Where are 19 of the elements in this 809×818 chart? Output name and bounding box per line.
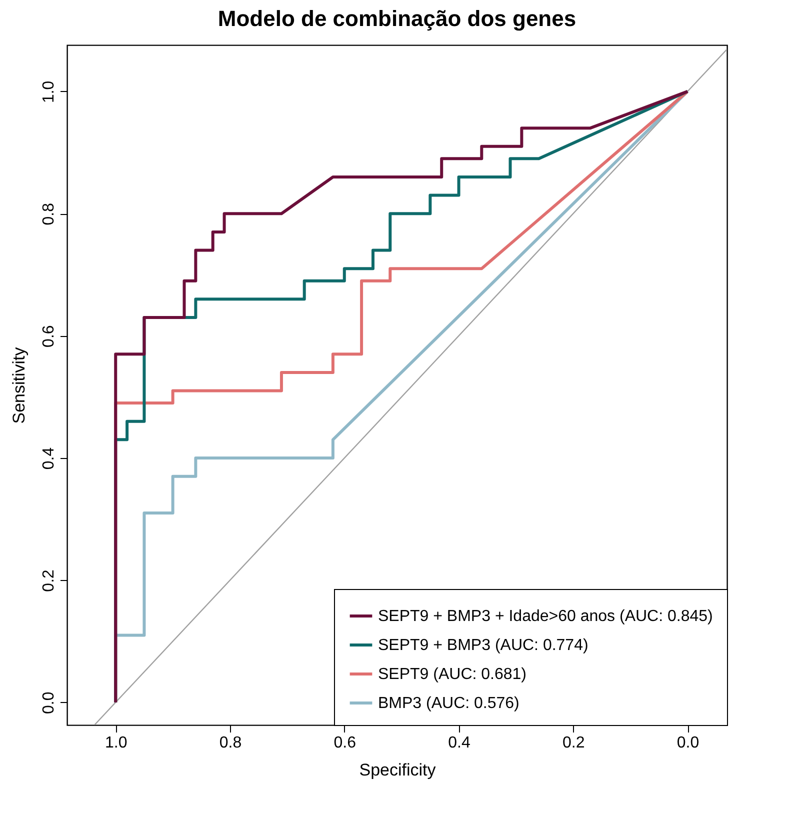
y-tick-label: 0.4 bbox=[40, 447, 58, 470]
chart-title: Modelo de combinação dos genes bbox=[218, 6, 576, 31]
x-tick-label: 0.6 bbox=[334, 734, 356, 752]
y-tick-label: 0.0 bbox=[40, 692, 58, 714]
x-tick-label: 0.4 bbox=[448, 734, 470, 752]
y-tick-label: 0.2 bbox=[40, 569, 58, 592]
y-tick-label: 1.0 bbox=[40, 80, 58, 104]
legend-label: BMP3 (AUC: 0.576) bbox=[378, 695, 520, 712]
x-tick-label: 0.2 bbox=[562, 734, 585, 752]
y-axis-title: Sensitivity bbox=[10, 346, 28, 424]
legend-label: SEPT9 (AUC: 0.681) bbox=[378, 666, 526, 683]
x-tick-label: 1.0 bbox=[104, 734, 128, 752]
legend-label: SEPT9 + BMP3 (AUC: 0.774) bbox=[378, 637, 588, 654]
y-tick-label: 0.6 bbox=[40, 325, 58, 348]
x-axis-title: Specificity bbox=[359, 760, 436, 780]
y-tick-label: 0.8 bbox=[40, 202, 58, 226]
legend-label: SEPT9 + BMP3 + Idade>60 anos (AUC: 0.845) bbox=[378, 608, 713, 625]
x-tick-label: 0.8 bbox=[219, 734, 242, 752]
x-tick-label: 0.0 bbox=[676, 734, 700, 752]
